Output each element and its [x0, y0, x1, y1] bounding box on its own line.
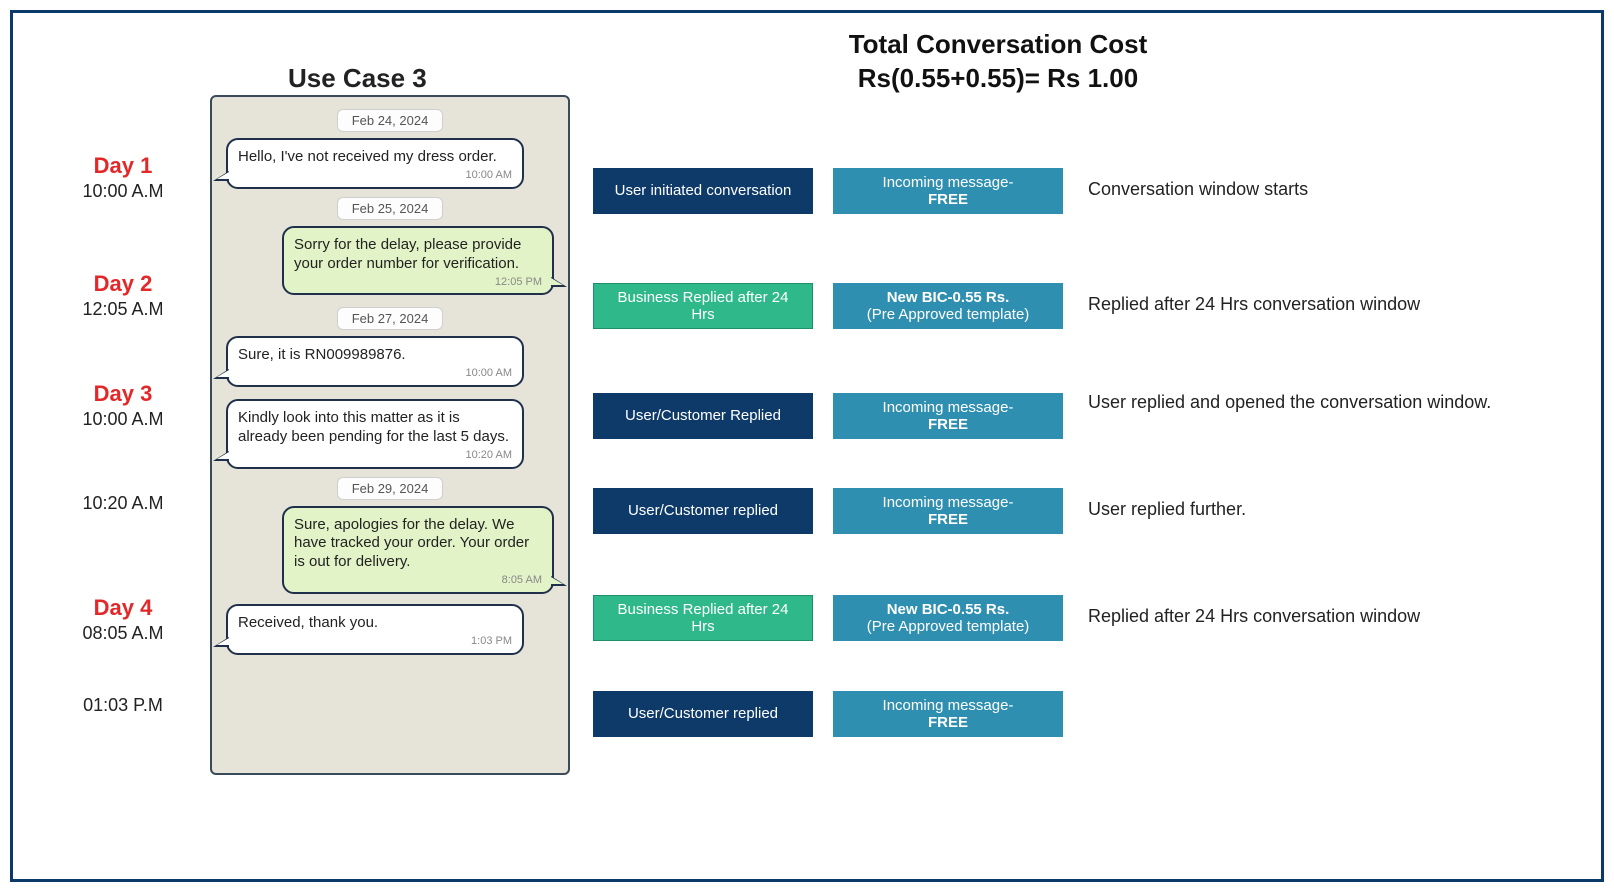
day-label: Day 1 10:00 A.M: [53, 153, 193, 202]
chat-bubble-business: Sorry for the delay, please provide your…: [282, 226, 554, 296]
chat-bubble-user: Hello, I've not received my dress order.…: [226, 138, 524, 189]
chat-bubble-user: Sure, it is RN009989876. 10:00 AM: [226, 336, 524, 387]
pill-line2: FREE: [928, 714, 968, 731]
msg-time: 8:05 AM: [502, 574, 542, 588]
day-label: Day 2 12:05 A.M: [53, 271, 193, 320]
pill-event: User initiated conversation: [593, 168, 813, 214]
pill-line2: FREE: [928, 511, 968, 528]
msg-text: Sure, apologies for the delay. We have t…: [294, 516, 529, 571]
note-text: Replied after 24 Hrs conversation window: [1088, 293, 1528, 316]
pill-line1: New BIC-0.55 Rs.: [887, 601, 1010, 618]
pill-line1: Incoming message-: [883, 697, 1014, 714]
date-chip: Feb 29, 2024: [337, 477, 444, 500]
day-label: 01:03 P.M: [53, 693, 193, 716]
note-text: Conversation window starts: [1088, 178, 1528, 201]
msg-time: 10:00 AM: [466, 367, 512, 381]
date-chip: Feb 27, 2024: [337, 307, 444, 330]
note-text: Replied after 24 Hrs conversation window: [1088, 605, 1528, 628]
usecase-title: Use Case 3: [288, 63, 427, 94]
day-time: 08:05 A.M: [53, 623, 193, 644]
pill-line1: New BIC-0.55 Rs.: [887, 289, 1010, 306]
pill-event: Business Replied after 24 Hrs: [593, 595, 813, 641]
chat-bubble-user: Kindly look into this matter as it is al…: [226, 399, 524, 469]
pill-line2: (Pre Approved template): [867, 306, 1030, 323]
chat-bubble-user: Received, thank you. 1:03 PM: [226, 604, 524, 655]
day-time: 01:03 P.M: [53, 695, 193, 716]
day-time: 10:20 A.M: [53, 493, 193, 514]
cost-title: Total Conversation Cost Rs(0.55+0.55)= R…: [788, 28, 1208, 96]
pill-cost: Incoming message-FREE: [833, 691, 1063, 737]
pill-line1: Incoming message-: [883, 174, 1014, 191]
day-name: Day 1: [53, 153, 193, 179]
pill-line2: (Pre Approved template): [867, 618, 1030, 635]
day-time: 10:00 A.M: [53, 409, 193, 430]
diagram-frame: Use Case 3 Total Conversation Cost Rs(0.…: [10, 10, 1604, 882]
pill-cost: Incoming message-FREE: [833, 488, 1063, 534]
msg-text: Received, thank you.: [238, 614, 378, 631]
pill-event: User/Customer replied: [593, 488, 813, 534]
pill-line1: Incoming message-: [883, 494, 1014, 511]
pill-cost: New BIC-0.55 Rs.(Pre Approved template): [833, 595, 1063, 641]
msg-text: Kindly look into this matter as it is al…: [238, 409, 509, 445]
msg-time: 10:20 AM: [466, 449, 512, 463]
note-text: User replied and opened the conversation…: [1088, 391, 1528, 414]
day-name: Day 2: [53, 271, 193, 297]
day-time: 12:05 A.M: [53, 299, 193, 320]
pill-cost: Incoming message-FREE: [833, 393, 1063, 439]
msg-time: 12:05 PM: [495, 276, 542, 290]
msg-time: 1:03 PM: [471, 635, 512, 649]
day-label: Day 4 08:05 A.M: [53, 595, 193, 644]
date-chip: Feb 24, 2024: [337, 109, 444, 132]
cost-line2: Rs(0.55+0.55)= Rs 1.00: [788, 62, 1208, 96]
day-name: Day 3: [53, 381, 193, 407]
day-label: 10:20 A.M: [53, 491, 193, 514]
pill-line2: FREE: [928, 416, 968, 433]
msg-time: 10:00 AM: [466, 169, 512, 183]
pill-line1: Incoming message-: [883, 399, 1014, 416]
pill-line2: FREE: [928, 191, 968, 208]
chat-panel: Feb 24, 2024 Hello, I've not received my…: [210, 95, 570, 775]
pill-cost: New BIC-0.55 Rs.(Pre Approved template): [833, 283, 1063, 329]
note-text: User replied further.: [1088, 498, 1528, 521]
pill-cost: Incoming message-FREE: [833, 168, 1063, 214]
msg-text: Sorry for the delay, please provide your…: [294, 236, 521, 272]
day-time: 10:00 A.M: [53, 181, 193, 202]
date-chip: Feb 25, 2024: [337, 197, 444, 220]
day-label: Day 3 10:00 A.M: [53, 381, 193, 430]
day-name: Day 4: [53, 595, 193, 621]
pill-event: User/Customer Replied: [593, 393, 813, 439]
pill-event: User/Customer replied: [593, 691, 813, 737]
cost-line1: Total Conversation Cost: [849, 29, 1148, 59]
msg-text: Sure, it is RN009989876.: [238, 346, 406, 363]
msg-text: Hello, I've not received my dress order.: [238, 148, 497, 165]
chat-bubble-business: Sure, apologies for the delay. We have t…: [282, 506, 554, 594]
pill-event: Business Replied after 24 Hrs: [593, 283, 813, 329]
